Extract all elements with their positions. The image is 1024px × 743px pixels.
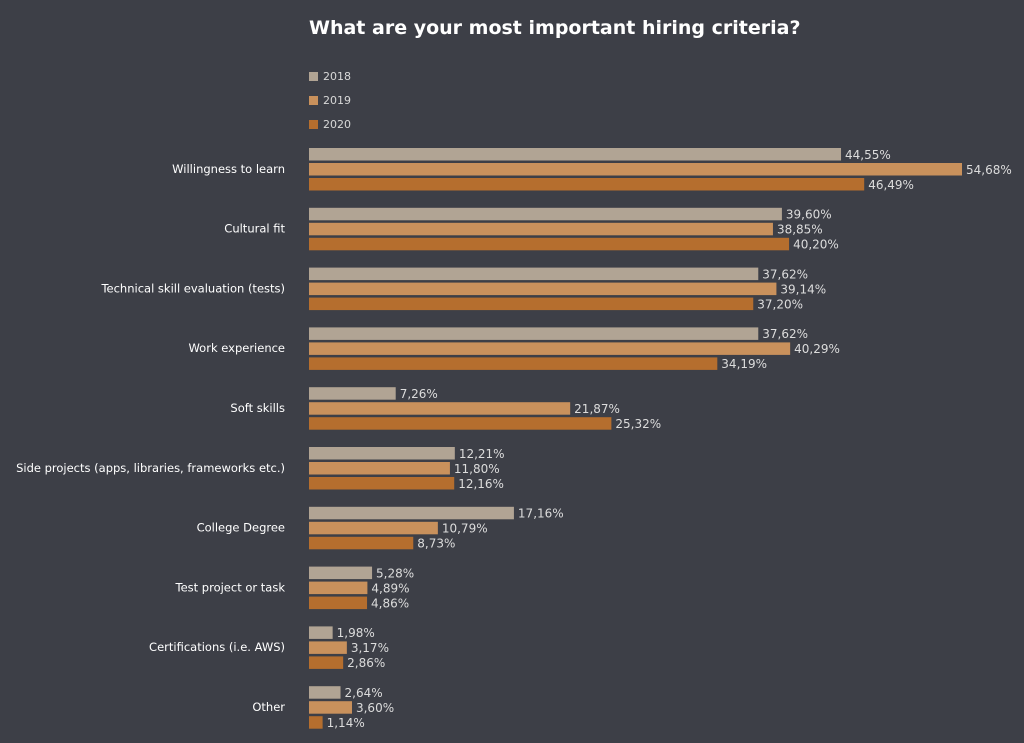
data-label-2018-cat-5: 12,21% [459,447,505,461]
category-label-4: Soft skills [230,401,285,415]
data-label-2020-cat-3: 34,19% [721,357,767,371]
bar-2018-cat-3 [309,327,758,340]
category-label-3: Work experience [188,341,285,355]
category-label-6: College Degree [197,521,285,535]
bar-2018-cat-6 [309,507,514,520]
bar-2020-cat-7 [309,597,367,610]
data-label-2019-cat-6: 10,79% [442,522,488,536]
data-label-2018-cat-6: 17,16% [518,507,564,521]
data-label-2020-cat-6: 8,73% [417,537,455,551]
bar-2020-cat-2 [309,298,753,311]
bar-2018-cat-9 [309,686,341,699]
data-label-2018-cat-0: 44,55% [845,148,891,162]
bar-2019-cat-9 [309,701,352,714]
data-label-2019-cat-5: 11,80% [454,462,500,476]
bar-2018-cat-1 [309,208,782,221]
bar-2020-cat-8 [309,656,343,669]
category-label-8: Certifications (i.e. AWS) [149,640,285,654]
category-label-7: Test project or task [175,580,286,594]
bar-2019-cat-7 [309,582,367,595]
bar-2018-cat-0 [309,148,841,161]
data-label-2020-cat-5: 12,16% [458,477,504,491]
data-label-2020-cat-4: 25,32% [615,417,661,431]
data-label-2018-cat-9: 2,64% [345,686,383,700]
data-label-2019-cat-2: 39,14% [780,282,826,296]
data-label-2018-cat-2: 37,62% [762,267,808,281]
bar-2020-cat-4 [309,417,611,430]
bar-2018-cat-7 [309,567,372,580]
bar-chart: Willingness to learn 44,55% 54,68% 46,49% Cu… [0,0,1024,743]
bar-2019-cat-4 [309,402,570,415]
bar-2018-cat-2 [309,268,758,281]
data-label-2020-cat-2: 37,20% [757,297,803,311]
category-label-0: Willingness to learn [172,162,285,176]
bar-2018-cat-4 [309,387,396,400]
data-label-2018-cat-8: 1,98% [337,626,375,640]
data-label-2019-cat-8: 3,17% [351,641,389,655]
bar-2020-cat-5 [309,477,454,490]
data-label-2019-cat-4: 21,87% [574,402,620,416]
data-label-2018-cat-1: 39,60% [786,208,832,222]
category-label-1: Cultural fit [224,222,285,236]
bar-2020-cat-9 [309,716,323,729]
data-label-2019-cat-7: 4,89% [371,581,409,595]
category-label-9: Other [252,700,285,714]
data-label-2020-cat-7: 4,86% [371,596,409,610]
category-label-2: Technical skill evaluation (tests) [100,281,285,295]
data-label-2018-cat-3: 37,62% [762,327,808,341]
data-label-2019-cat-0: 54,68% [966,163,1012,177]
bar-2020-cat-3 [309,357,717,370]
data-label-2019-cat-1: 38,85% [777,223,823,237]
data-label-2020-cat-9: 1,14% [327,716,365,730]
bar-2020-cat-0 [309,178,864,191]
data-label-2020-cat-8: 2,86% [347,656,385,670]
bar-2019-cat-8 [309,641,347,654]
bar-2019-cat-6 [309,522,438,535]
data-label-2020-cat-0: 46,49% [868,178,914,192]
bar-2020-cat-6 [309,537,413,550]
data-label-2020-cat-1: 40,20% [793,238,839,252]
data-label-2019-cat-9: 3,60% [356,701,394,715]
bar-2019-cat-1 [309,223,773,236]
bar-2019-cat-2 [309,283,776,296]
bar-2018-cat-8 [309,626,333,639]
bar-2019-cat-5 [309,462,450,475]
bar-2020-cat-1 [309,238,789,251]
bar-2019-cat-0 [309,163,962,176]
data-label-2018-cat-7: 5,28% [376,566,414,580]
data-label-2018-cat-4: 7,26% [400,387,438,401]
bar-2019-cat-3 [309,342,790,355]
bar-2018-cat-5 [309,447,455,460]
data-label-2019-cat-3: 40,29% [794,342,840,356]
category-label-5: Side projects (apps, libraries, framewor… [16,461,285,475]
